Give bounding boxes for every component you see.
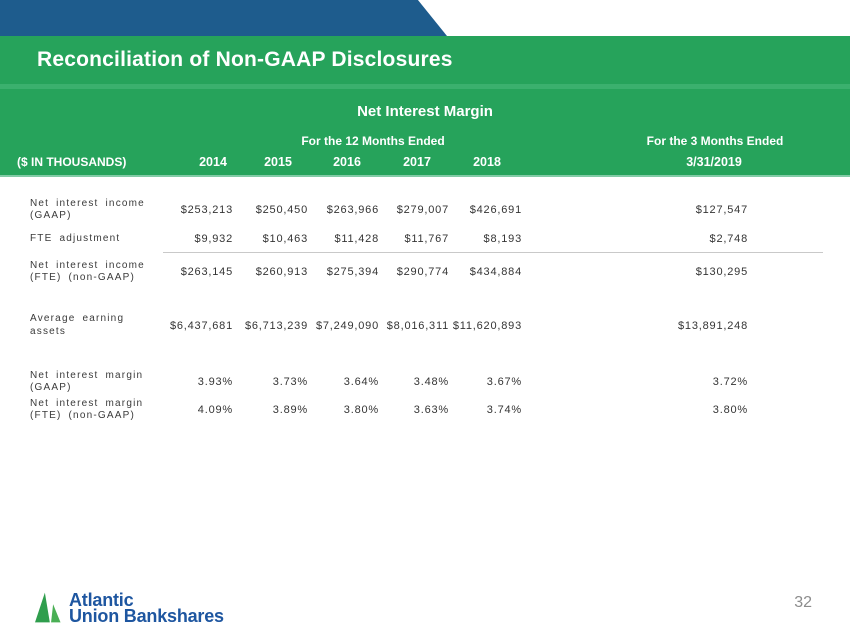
logo-line2: Union Bankshares bbox=[69, 606, 224, 626]
row-label-line1: FTE adjustment bbox=[30, 232, 121, 244]
row-label-line2: (FTE) (non-GAAP) bbox=[30, 272, 135, 283]
row-label-line1: Average earning assets bbox=[30, 313, 125, 337]
cell-value: 3.93% bbox=[197, 376, 233, 388]
column-header-2014: 2014 bbox=[199, 155, 227, 169]
cell-value: $11,620,893 bbox=[452, 319, 522, 332]
cell-value: 3.67% bbox=[486, 376, 522, 388]
logo-mountain-icon bbox=[35, 592, 61, 623]
table-row: Net interest income (GAAP) $253,213 $250… bbox=[0, 193, 850, 227]
row-label-line1: Net interest income bbox=[30, 259, 145, 271]
subtotal-rule bbox=[163, 252, 823, 253]
row-label: Net interest margin (GAAP) bbox=[0, 370, 163, 395]
cell-value: 3.80% bbox=[343, 404, 379, 416]
logo-wordmark: Atlantic Union Bankshares bbox=[69, 590, 224, 626]
cell-value: $11,428 bbox=[334, 233, 379, 245]
cell-value: $7,249,090 bbox=[315, 319, 379, 332]
cell-value: $127,547 bbox=[695, 204, 748, 216]
row-label-line2: (GAAP) bbox=[30, 382, 72, 393]
cell-value: 3.74% bbox=[486, 404, 522, 416]
cell-value: $426,691 bbox=[469, 204, 522, 216]
title-bar: Reconciliation of Non-GAAP Disclosures bbox=[0, 36, 850, 84]
units-label: ($ IN THOUSANDS) bbox=[17, 155, 127, 169]
cell-value: $250,450 bbox=[255, 204, 308, 216]
logo-line1: Atlantic bbox=[69, 590, 134, 610]
row-label: FTE adjustment bbox=[0, 233, 163, 246]
cell-value: 3.72% bbox=[712, 376, 748, 388]
cell-value: 3.73% bbox=[272, 376, 308, 388]
row-label: Net interest income (FTE) (non-GAAP) bbox=[0, 260, 163, 285]
section-title: Net Interest Margin bbox=[357, 103, 493, 120]
row-label-line2: (FTE) (non-GAAP) bbox=[30, 410, 135, 421]
cell-value: 3.63% bbox=[413, 404, 449, 416]
column-header-2016: 2016 bbox=[333, 155, 361, 169]
row-label-line2: (GAAP) bbox=[30, 210, 72, 221]
cell-value: 3.89% bbox=[272, 404, 308, 416]
company-logo: Atlantic Union Bankshares bbox=[35, 590, 224, 625]
row-label: Average earning assets bbox=[0, 313, 163, 338]
cell-value: 3.80% bbox=[712, 404, 748, 416]
row-label-line1: Net interest income bbox=[30, 197, 145, 209]
top-accent-band bbox=[0, 0, 447, 36]
cell-value: $8,016,311 bbox=[386, 319, 449, 332]
cell-value: 4.09% bbox=[197, 404, 233, 416]
cell-value: $253,213 bbox=[180, 204, 233, 216]
table-row: Net interest income (FTE) (non-GAAP) $26… bbox=[0, 255, 850, 289]
cell-value: $11,767 bbox=[404, 233, 449, 245]
column-header-2017: 2017 bbox=[403, 155, 431, 169]
table-row: Net interest margin (GAAP) 3.93% 3.73% 3… bbox=[0, 365, 850, 399]
group-header-12-months: For the 12 Months Ended bbox=[301, 134, 445, 148]
page-number: 32 bbox=[794, 594, 812, 611]
column-header-quarter: 3/31/2019 bbox=[686, 155, 742, 169]
table-header-band: Net Interest Margin For the 12 Months En… bbox=[0, 89, 850, 177]
group-header-3-months: For the 3 Months Ended bbox=[646, 134, 784, 148]
row-label-line1: Net interest margin bbox=[30, 369, 144, 381]
cell-value: $130,295 bbox=[695, 266, 748, 278]
page-title: Reconciliation of Non-GAAP Disclosures bbox=[37, 48, 453, 71]
cell-value: $434,884 bbox=[469, 266, 522, 278]
column-header-2015: 2015 bbox=[264, 155, 292, 169]
cell-value: $275,394 bbox=[326, 266, 379, 278]
cell-value: $6,713,239 bbox=[244, 319, 308, 332]
table-row: FTE adjustment $9,932 $10,463 $11,428 $1… bbox=[0, 229, 850, 249]
cell-value: $263,145 bbox=[180, 266, 233, 278]
table-row: Average earning assets $6,437,681 $6,713… bbox=[0, 313, 850, 338]
cell-value: $290,774 bbox=[396, 266, 449, 278]
cell-value: $6,437,681 bbox=[169, 319, 233, 332]
row-label: Net interest margin (FTE) (non-GAAP) bbox=[0, 398, 163, 423]
cell-value: $2,748 bbox=[709, 233, 748, 245]
column-header-2018: 2018 bbox=[473, 155, 501, 169]
title-separator-stripe bbox=[0, 84, 850, 89]
row-label-line1: Net interest margin bbox=[30, 397, 144, 409]
cell-value: $279,007 bbox=[396, 204, 449, 216]
cell-value: $10,463 bbox=[262, 233, 308, 245]
table-row: Net interest margin (FTE) (non-GAAP) 4.0… bbox=[0, 393, 850, 427]
cell-value: $263,966 bbox=[326, 204, 379, 216]
cell-value: $260,913 bbox=[255, 266, 308, 278]
cell-value: 3.48% bbox=[413, 376, 449, 388]
cell-value: $8,193 bbox=[483, 233, 522, 245]
cell-value: 3.64% bbox=[343, 376, 379, 388]
row-label: Net interest income (GAAP) bbox=[0, 198, 163, 223]
cell-value: $13,891,248 bbox=[678, 319, 748, 332]
cell-value: $9,932 bbox=[194, 233, 233, 245]
